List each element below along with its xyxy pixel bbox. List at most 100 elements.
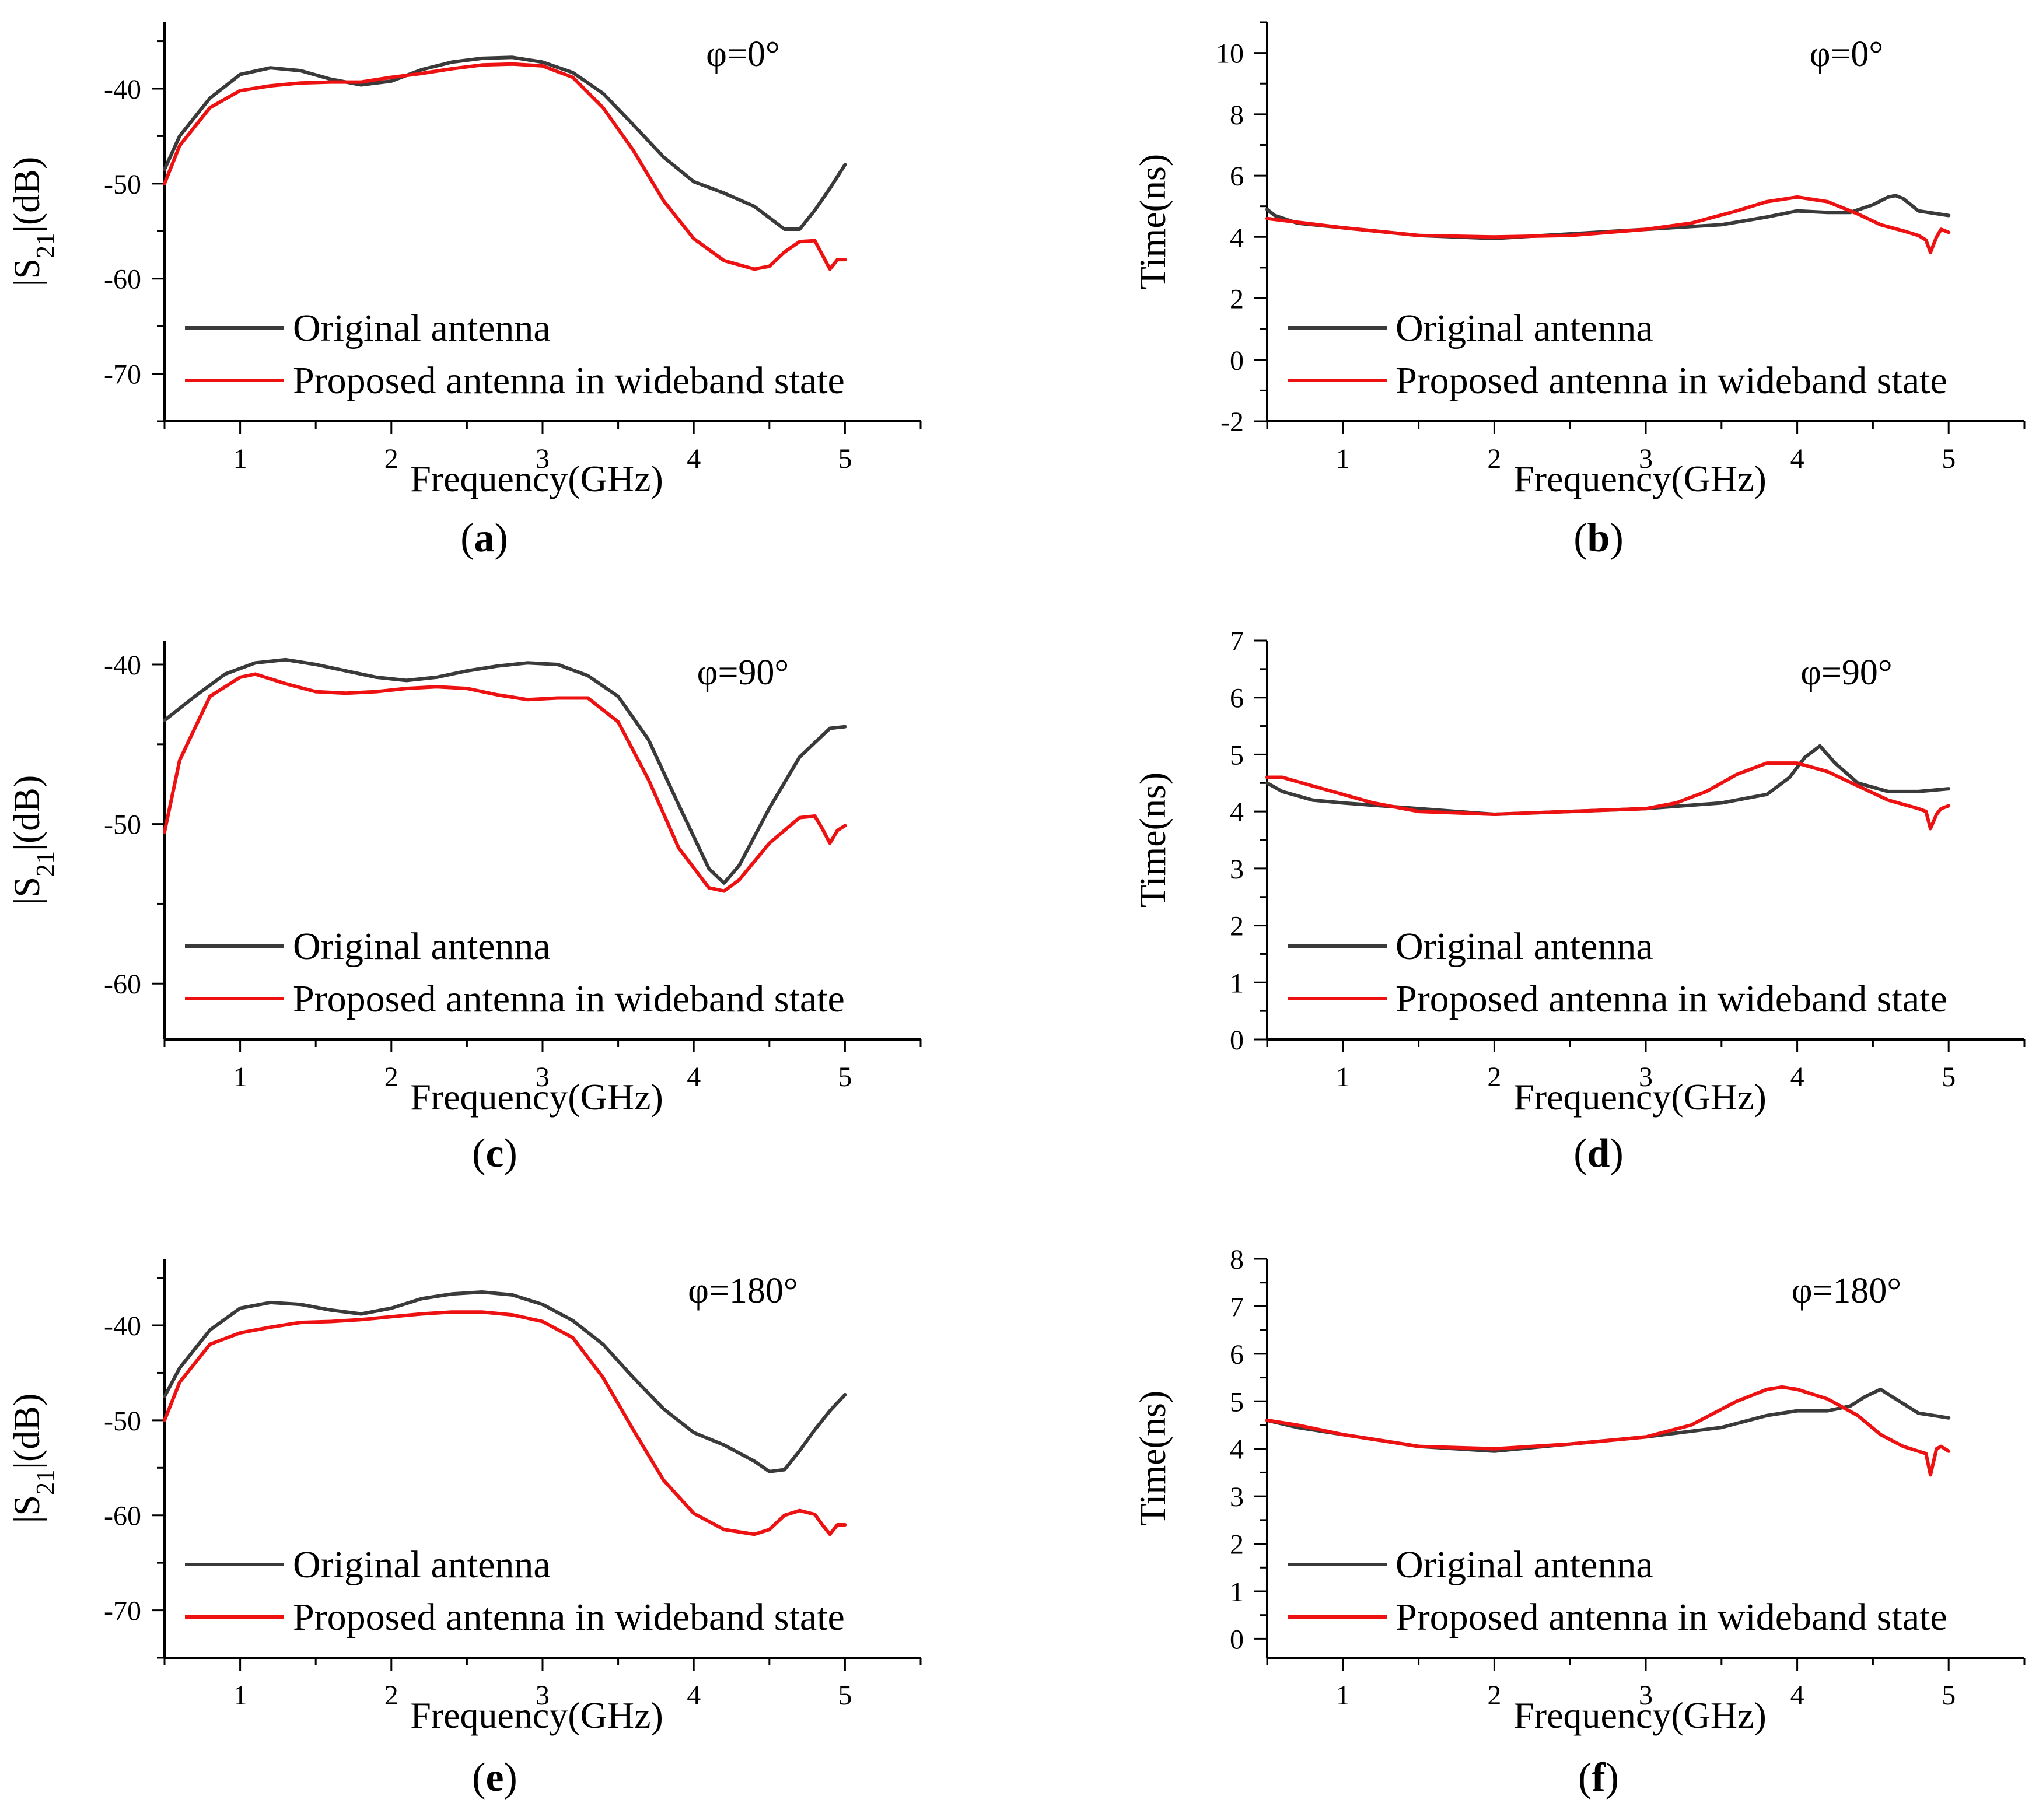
- y-tick-label: -60: [104, 1501, 141, 1532]
- panel-label: (f): [1578, 1755, 1619, 1800]
- x-tick-label: 5: [838, 1062, 852, 1093]
- y-tick-label: 0: [1230, 345, 1244, 376]
- x-tick-label: 2: [1487, 443, 1501, 474]
- panel-f: 1 2 3 4 5 8 7 6 5 4 3 2 1 0 Frequency(GHz) Time(ns) φ=18…: [1132, 1244, 2026, 1800]
- panel-c: 1 2 3 4 5 -40 -50 -60 Frequency(GHz) |S21|(dB) φ=9…: [6, 640, 922, 1176]
- x-tick-label: 3: [1639, 1680, 1653, 1711]
- y-tick-label: -60: [104, 264, 141, 295]
- legend: Original antenna Proposed antenna in wide…: [185, 307, 845, 402]
- series-line-proposed: [163, 672, 847, 893]
- x-tick-label: 3: [1639, 1062, 1653, 1093]
- series-line-proposed: [163, 62, 847, 271]
- y-axis-label: Time(ns): [1132, 154, 1173, 289]
- panel-label: (e): [472, 1755, 517, 1800]
- legend-label-original: Original antenna: [293, 1544, 551, 1586]
- y-tick-label: 2: [1230, 284, 1244, 315]
- x-tick-label: 3: [536, 443, 550, 474]
- x-tick-label: 4: [687, 1680, 701, 1711]
- x-tick-label: 4: [1790, 1680, 1804, 1711]
- legend-label-proposed: Proposed antenna in wideband state: [293, 359, 845, 402]
- x-tick-label: 5: [1942, 1680, 1956, 1711]
- y-tick-label: 7: [1230, 1292, 1244, 1322]
- y-axis-label: |S21|(dB): [6, 157, 60, 287]
- x-tick-label: 1: [1336, 1680, 1350, 1711]
- y-tick-label: 8: [1230, 1244, 1244, 1275]
- y-tick-label: 0: [1230, 1624, 1244, 1655]
- y-tick-label: -50: [104, 1406, 141, 1437]
- y-axis-label: |S21|(dB): [6, 1394, 60, 1524]
- y-tick-label: -50: [104, 810, 141, 841]
- x-axis-label: Frequency(GHz): [410, 1695, 663, 1736]
- x-tick-label: 2: [384, 443, 398, 474]
- angle-annotation: φ=180°: [1792, 1271, 1902, 1311]
- legend-label-original: Original antenna: [293, 925, 551, 968]
- series-line-original: [163, 657, 847, 885]
- y-tick-label: -70: [104, 1596, 141, 1627]
- y-tick-label: -70: [104, 359, 141, 390]
- y-tick-label: 6: [1230, 683, 1244, 714]
- y-tick-label: -50: [104, 169, 141, 200]
- y-tick-label: 0: [1230, 1025, 1244, 1056]
- x-axis-label: Frequency(GHz): [1513, 1695, 1767, 1736]
- y-tick-label: 2: [1230, 911, 1244, 942]
- legend-label-proposed: Proposed antenna in wideband state: [1396, 1596, 1947, 1639]
- x-tick-label: 5: [1942, 1062, 1956, 1093]
- x-axis-label: Frequency(GHz): [410, 458, 663, 499]
- angle-annotation: φ=90°: [1800, 653, 1893, 692]
- x-tick-label: 1: [233, 1680, 247, 1711]
- panel-label: (a): [460, 516, 508, 561]
- series-line-proposed: [1265, 1385, 1951, 1477]
- y-tick-label: 4: [1230, 797, 1244, 828]
- legend: Original antenna Proposed antenna in wide…: [1288, 1544, 1947, 1639]
- legend: Original antenna Proposed antenna in wide…: [1288, 307, 1947, 402]
- x-tick-label: 3: [1639, 443, 1653, 474]
- panel-a: 1 2 3 4 5 -40 -50 -60 -70 Frequency(GHz) |S21|(dB)…: [6, 22, 922, 561]
- y-tick-label: 3: [1230, 1482, 1244, 1513]
- x-tick-label: 5: [1942, 443, 1956, 474]
- angle-annotation: φ=90°: [697, 653, 789, 692]
- x-tick-label: 5: [838, 1680, 852, 1711]
- series-line-original: [163, 1290, 847, 1474]
- legend-label-proposed: Proposed antenna in wideband state: [1396, 978, 1947, 1020]
- y-tick-label: 4: [1230, 1434, 1244, 1465]
- legend-label-original: Original antenna: [1396, 307, 1653, 349]
- x-tick-label: 2: [1487, 1062, 1501, 1093]
- series-line-original: [163, 55, 847, 231]
- panel-label: (d): [1573, 1131, 1624, 1176]
- legend-label-proposed: Proposed antenna in wideband state: [293, 1596, 845, 1639]
- x-tick-label: 1: [1336, 443, 1350, 474]
- y-tick-label: 1: [1230, 968, 1244, 999]
- y-tick-label: -2: [1220, 407, 1244, 438]
- x-axis-label: Frequency(GHz): [1513, 1076, 1767, 1118]
- y-tick-label: 4: [1230, 222, 1244, 253]
- y-tick-label: 8: [1230, 100, 1244, 131]
- legend: Original antenna Proposed antenna in wide…: [185, 925, 845, 1020]
- y-tick-label: 5: [1230, 740, 1244, 771]
- x-tick-label: 2: [384, 1062, 398, 1093]
- panel-e: 1 2 3 4 5 -40 -50 -60 -70 Frequency(GHz) |S21|(dB)…: [6, 1259, 922, 1800]
- y-tick-label: 2: [1230, 1530, 1244, 1560]
- legend-label-proposed: Proposed antenna in wideband state: [1396, 359, 1947, 402]
- y-axis-label: Time(ns): [1132, 1391, 1173, 1526]
- y-tick-label: -60: [104, 969, 141, 1000]
- y-axis-label: Time(ns): [1132, 772, 1173, 908]
- x-tick-label: 3: [536, 1062, 550, 1093]
- angle-annotation: φ=0°: [1810, 34, 1884, 74]
- x-tick-label: 5: [838, 443, 852, 474]
- x-tick-label: 1: [1336, 1062, 1350, 1093]
- y-tick-label: 1: [1230, 1577, 1244, 1608]
- x-tick-label: 2: [384, 1680, 398, 1711]
- legend: Original antenna Proposed antenna in wide…: [185, 1544, 845, 1639]
- legend-label-original: Original antenna: [1396, 1544, 1653, 1586]
- series-line-original: [1265, 744, 1951, 816]
- y-tick-label: 7: [1230, 626, 1244, 657]
- series-line-proposed: [163, 1310, 847, 1536]
- y-axis-label: |S21|(dB): [6, 775, 60, 905]
- y-tick-label: 6: [1230, 161, 1244, 192]
- x-tick-label: 3: [536, 1680, 550, 1711]
- y-tick-label: 3: [1230, 854, 1244, 885]
- angle-annotation: φ=180°: [688, 1271, 798, 1311]
- panel-d: 1 2 3 4 5 7 6 5 4 3 2 1 0 Frequency(GHz) Time(ns) φ=90°…: [1132, 626, 2026, 1176]
- y-tick-label: -40: [104, 650, 141, 681]
